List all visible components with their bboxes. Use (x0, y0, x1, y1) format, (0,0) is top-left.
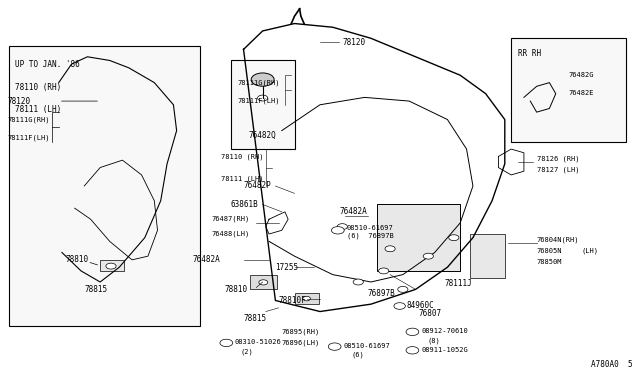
Text: 78120: 78120 (342, 38, 365, 46)
Text: 76805N: 76805N (537, 248, 562, 254)
Bar (511, 38, 626, 142)
Circle shape (303, 296, 310, 301)
Circle shape (449, 235, 459, 241)
Text: 78815: 78815 (244, 314, 267, 323)
Circle shape (397, 286, 408, 292)
Text: 78810: 78810 (225, 285, 248, 294)
Text: 76482A: 76482A (339, 207, 367, 217)
Text: 84960C: 84960C (406, 301, 434, 311)
Text: 63861B: 63861B (231, 200, 259, 209)
Circle shape (328, 343, 341, 350)
Circle shape (251, 73, 274, 86)
Text: 78850M: 78850M (537, 259, 562, 265)
Text: 78111G(RH): 78111G(RH) (237, 79, 280, 86)
Bar (100, 260, 124, 271)
Text: 76896(LH): 76896(LH) (282, 340, 320, 346)
Bar (9, 46, 200, 326)
Text: 08911-1052G: 08911-1052G (421, 347, 468, 353)
Text: 78111J: 78111J (444, 279, 472, 288)
Circle shape (423, 253, 433, 259)
Text: 78111 (LH): 78111 (LH) (221, 175, 264, 182)
Circle shape (257, 95, 268, 101)
Circle shape (385, 246, 395, 252)
Text: 76897B: 76897B (368, 289, 396, 298)
Text: S: S (225, 340, 228, 346)
Text: 78111G(RH): 78111G(RH) (8, 116, 51, 123)
Text: N: N (411, 329, 414, 334)
Text: (6)  76897B: (6) 76897B (347, 232, 394, 239)
Text: N: N (411, 348, 414, 353)
Text: 76804N(RH): 76804N(RH) (537, 236, 579, 243)
Text: RR RH: RR RH (518, 49, 541, 58)
Text: A780A0  5: A780A0 5 (591, 360, 632, 369)
Text: 76482E: 76482E (568, 90, 594, 96)
Text: 78111 (LH): 78111 (LH) (15, 105, 61, 114)
Text: S: S (337, 228, 339, 233)
Circle shape (332, 227, 344, 234)
Text: 78126 (RH): 78126 (RH) (537, 155, 579, 161)
Bar (294, 293, 319, 304)
Text: (6): (6) (351, 352, 364, 358)
Circle shape (353, 279, 364, 285)
Text: (8): (8) (427, 337, 440, 344)
Text: 76488(LH): 76488(LH) (212, 231, 250, 237)
Text: 78111F(LH): 78111F(LH) (8, 135, 51, 141)
Circle shape (406, 347, 419, 354)
Circle shape (259, 280, 268, 285)
Circle shape (406, 328, 419, 336)
Circle shape (220, 339, 233, 347)
Text: 76482A: 76482A (193, 255, 220, 264)
Text: 78111F(LH): 78111F(LH) (237, 98, 280, 104)
Text: 76807: 76807 (419, 309, 442, 318)
Circle shape (379, 268, 389, 274)
Text: 76487(RH): 76487(RH) (212, 216, 250, 222)
Bar (378, 205, 460, 271)
Text: S: S (333, 344, 336, 349)
Text: 08510-61697: 08510-61697 (347, 225, 394, 231)
Circle shape (337, 224, 348, 230)
Bar (250, 275, 276, 289)
Text: 78127 (LH): 78127 (LH) (537, 166, 579, 173)
Text: 76895(RH): 76895(RH) (282, 328, 320, 335)
Text: (2): (2) (241, 348, 253, 355)
Text: (LH): (LH) (581, 247, 598, 254)
Text: 17255: 17255 (275, 263, 298, 272)
Text: UP TO JAN. '86: UP TO JAN. '86 (15, 61, 80, 70)
Text: 78815: 78815 (84, 285, 108, 294)
Bar (231, 61, 294, 149)
Text: 76482Q: 76482Q (249, 131, 276, 140)
Text: 78110 (RH): 78110 (RH) (221, 153, 264, 160)
Circle shape (106, 263, 116, 269)
Text: 08510-61697: 08510-61697 (344, 343, 390, 349)
Circle shape (394, 303, 405, 310)
Bar (470, 234, 505, 278)
Text: 08310-51026: 08310-51026 (235, 339, 282, 345)
Text: 78810: 78810 (65, 255, 88, 264)
Text: 76482P: 76482P (244, 182, 271, 190)
Text: 78120: 78120 (8, 97, 31, 106)
Text: 78810F: 78810F (278, 296, 307, 305)
Text: 78110 (RH): 78110 (RH) (15, 83, 61, 92)
Text: 08912-70610: 08912-70610 (421, 328, 468, 334)
Text: 76482G: 76482G (568, 71, 594, 77)
